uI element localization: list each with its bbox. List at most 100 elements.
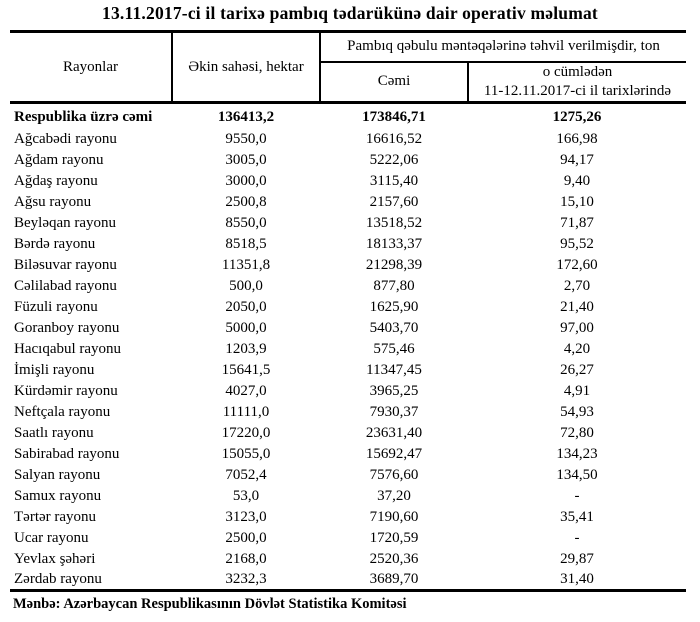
row-region-label: Tərtər rayonu: [14, 508, 97, 525]
row-cemi-value: 1625,90: [369, 298, 419, 315]
row-ekin-value: 17220,0: [221, 424, 271, 441]
row-region-label: Yevlax şəhəri: [14, 550, 96, 567]
column-header-cemi: Cəmi: [320, 61, 469, 104]
row-region-label: Salyan rayonu: [14, 466, 101, 483]
table-row: Samux rayonu 53,0 37,20 -: [10, 486, 686, 507]
table-row: Kürdəmir rayonu 4027,0 3965,25 4,91: [10, 381, 686, 402]
row-cemi-value: 21298,39: [365, 256, 423, 273]
row-cemi-value: 13518,52: [365, 214, 423, 231]
statistics-table: Rayonlar Əkin sahəsi, hektar Pambıq qəbu…: [10, 30, 687, 592]
column-header-ocumleden-line2: 11-12.11.2017-ci il tarixlərində: [483, 82, 672, 99]
row-region-label: Saatlı rayonu: [14, 424, 94, 441]
row-region-label: Ağcabədi rayonu: [14, 130, 117, 147]
row-son-value: 26,27: [560, 361, 594, 378]
row-cemi-value: 5222,06: [369, 151, 419, 168]
row-son-value: 97,00: [560, 319, 594, 336]
row-cemi-value: 3689,70: [369, 570, 419, 587]
row-region-label: Füzuli rayonu: [14, 298, 98, 315]
row-son-value: 29,87: [560, 550, 594, 567]
row-ekin-value: 3232,3: [225, 570, 267, 587]
row-region-label: Biləsuvar rayonu: [14, 256, 117, 273]
table-row: Neftçala rayonu 11111,0 7930,37 54,93: [10, 402, 686, 423]
row-region-label: İmişli rayonu: [14, 361, 95, 378]
page-title: 13.11.2017-ci il tarixə pambıq tədarükün…: [102, 3, 598, 23]
row-cemi-value: 575,46: [373, 340, 415, 357]
table-row: Bərdə rayonu 8518,5 18133,37 95,52: [10, 234, 686, 255]
row-cemi-value: 7930,37: [369, 403, 419, 420]
row-ekin-value: 9550,0: [225, 130, 267, 147]
table-row: Salyan rayonu 7052,4 7576,60 134,50: [10, 465, 686, 486]
row-cemi-value: 3965,25: [369, 382, 419, 399]
row-son-value: 94,17: [560, 151, 594, 168]
row-cemi-value: 3115,40: [369, 172, 419, 189]
table-row: Hacıqabul rayonu 1203,9 575,46 4,20: [10, 339, 686, 360]
table-row: Ağdam rayonu 3005,0 5222,06 94,17: [10, 150, 686, 171]
total-row-cemi-value: 173846,71: [362, 109, 426, 126]
row-ekin-value: 3000,0: [225, 172, 267, 189]
table-row: Ağsu rayonu 2500,8 2157,60 15,10: [10, 192, 686, 213]
row-cemi-value: 2520,36: [369, 550, 419, 567]
row-region-label: Bərdə rayonu: [14, 235, 96, 252]
row-ekin-value: 7052,4: [225, 466, 267, 483]
table-row: Ağdaş rayonu 3000,0 3115,40 9,40: [10, 171, 686, 192]
row-cemi-value: 15692,47: [365, 445, 423, 462]
row-cemi-value: 877,80: [373, 277, 415, 294]
row-son-value: 54,93: [560, 403, 594, 420]
row-region-label: Cəlilabad rayonu: [14, 277, 117, 294]
table-row: Tərtər rayonu 3123,0 7190,60 35,41: [10, 507, 686, 528]
row-ekin-value: 53,0: [232, 487, 260, 504]
row-cemi-value: 7190,60: [369, 508, 419, 525]
row-region-label: Hacıqabul rayonu: [14, 340, 122, 357]
table-row: Beyləqan rayonu 8550,0 13518,52 71,87: [10, 213, 686, 234]
row-cemi-value: 18133,37: [365, 235, 423, 252]
row-son-value: 2,70: [563, 277, 591, 294]
table-header: Rayonlar Əkin sahəsi, hektar Pambıq qəbu…: [10, 31, 687, 104]
row-cemi-value: 37,20: [377, 487, 411, 504]
table-row: Ucar rayonu 2500,0 1720,59 -: [10, 528, 686, 549]
column-header-group-tehvil: Pambıq qəbulu məntəqələrinə təhvil veril…: [320, 31, 687, 63]
row-ekin-value: 15055,0: [221, 445, 271, 462]
column-header-rayonlar: Rayonlar: [10, 31, 173, 104]
table-row: Ağcabədi rayonu 9550,0 16616,52 166,98: [10, 129, 686, 150]
table-rows: Ağcabədi rayonu 9550,0 16616,52 166,98 A…: [10, 129, 686, 591]
row-son-value: 134,50: [556, 466, 598, 483]
row-son-value: -: [574, 529, 580, 546]
row-ekin-value: 4027,0: [225, 382, 267, 399]
row-son-value: 4,20: [563, 340, 591, 357]
row-ekin-value: 8550,0: [225, 214, 267, 231]
table-row: Saatlı rayonu 17220,0 23631,40 72,80: [10, 423, 686, 444]
row-ekin-value: 15641,5: [221, 361, 271, 378]
row-cemi-value: 7576,60: [369, 466, 419, 483]
row-son-value: -: [574, 487, 580, 504]
row-ekin-value: 3123,0: [225, 508, 267, 525]
row-cemi-value: 23631,40: [365, 424, 423, 441]
row-ekin-value: 500,0: [229, 277, 263, 294]
row-ekin-value: 1203,9: [225, 340, 267, 357]
row-ekin-value: 2500,8: [225, 193, 267, 210]
row-son-value: 166,98: [556, 130, 598, 147]
row-son-value: 4,91: [563, 382, 591, 399]
table-row: Zərdab rayonu 3232,3 3689,70 31,40: [10, 570, 686, 591]
row-ekin-value: 5000,0: [225, 319, 267, 336]
row-cemi-value: 11347,45: [366, 361, 422, 378]
total-row-son-value: 1275,26: [552, 109, 602, 126]
table-row: Cəlilabad rayonu 500,0 877,80 2,70: [10, 276, 686, 297]
row-region-label: Sabirabad rayonu: [14, 445, 120, 462]
row-region-label: Ağsu rayonu: [14, 193, 92, 210]
table-row: Goranboy rayonu 5000,0 5403,70 97,00: [10, 318, 686, 339]
table-row: Füzuli rayonu 2050,0 1625,90 21,40: [10, 297, 686, 318]
row-son-value: 71,87: [560, 214, 594, 231]
row-ekin-value: 2168,0: [225, 550, 267, 567]
column-header-ocumleden: o cümlədən 11-12.11.2017-ci il tarixləri…: [468, 61, 687, 104]
table-body: Respublika üzrə cəmi 136413,2 173846,71 …: [10, 103, 686, 129]
row-son-value: 95,52: [560, 235, 594, 252]
row-ekin-value: 11351,8: [221, 256, 271, 273]
row-son-value: 72,80: [560, 424, 594, 441]
row-son-value: 15,10: [560, 193, 594, 210]
row-ekin-value: 3005,0: [225, 151, 267, 168]
column-header-ekin-sahesi: Əkin sahəsi, hektar: [172, 31, 321, 104]
row-region-label: Zərdab rayonu: [14, 570, 102, 587]
row-region-label: Ucar rayonu: [14, 529, 89, 546]
table-row: İmişli rayonu 15641,5 11347,45 26,27: [10, 360, 686, 381]
row-region-label: Samux rayonu: [14, 487, 102, 504]
